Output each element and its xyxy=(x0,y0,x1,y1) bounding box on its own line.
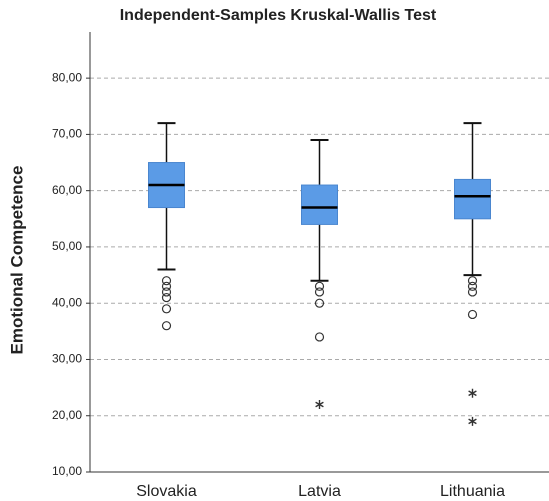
y-tick-label: 40,00 xyxy=(52,295,82,309)
chart-title: Independent-Samples Kruskal-Wallis Test xyxy=(120,7,437,24)
outlier xyxy=(161,292,172,303)
outlier xyxy=(314,287,325,297)
y-tick-label: 30,00 xyxy=(52,352,82,366)
y-tick-label: 80,00 xyxy=(52,70,82,84)
x-tick-label: Lithuania xyxy=(440,483,505,500)
outlier xyxy=(161,281,172,291)
outlier xyxy=(314,332,325,342)
box xyxy=(454,178,491,220)
outlier xyxy=(161,276,172,286)
outlier xyxy=(161,304,172,314)
extreme xyxy=(468,416,477,426)
extreme xyxy=(468,388,477,398)
outlier xyxy=(467,276,478,286)
outlier xyxy=(161,287,172,297)
outlier xyxy=(314,281,325,291)
x-tick-label: Slovakia xyxy=(136,483,197,500)
y-tick-label: 10,00 xyxy=(52,464,82,478)
box xyxy=(301,184,338,225)
y-tick-label: 60,00 xyxy=(52,183,82,197)
y-tick-label: 20,00 xyxy=(52,408,82,422)
x-tick-label: Latvia xyxy=(298,483,341,500)
extreme xyxy=(315,399,324,409)
outlier xyxy=(467,281,478,291)
outlier xyxy=(467,287,478,297)
y-axis-label: Emotional Competence xyxy=(7,166,26,355)
outlier xyxy=(467,309,478,320)
y-tick-label: 50,00 xyxy=(52,239,82,253)
outlier xyxy=(161,321,172,331)
outlier xyxy=(314,298,325,308)
y-tick-label: 70,00 xyxy=(52,127,82,141)
